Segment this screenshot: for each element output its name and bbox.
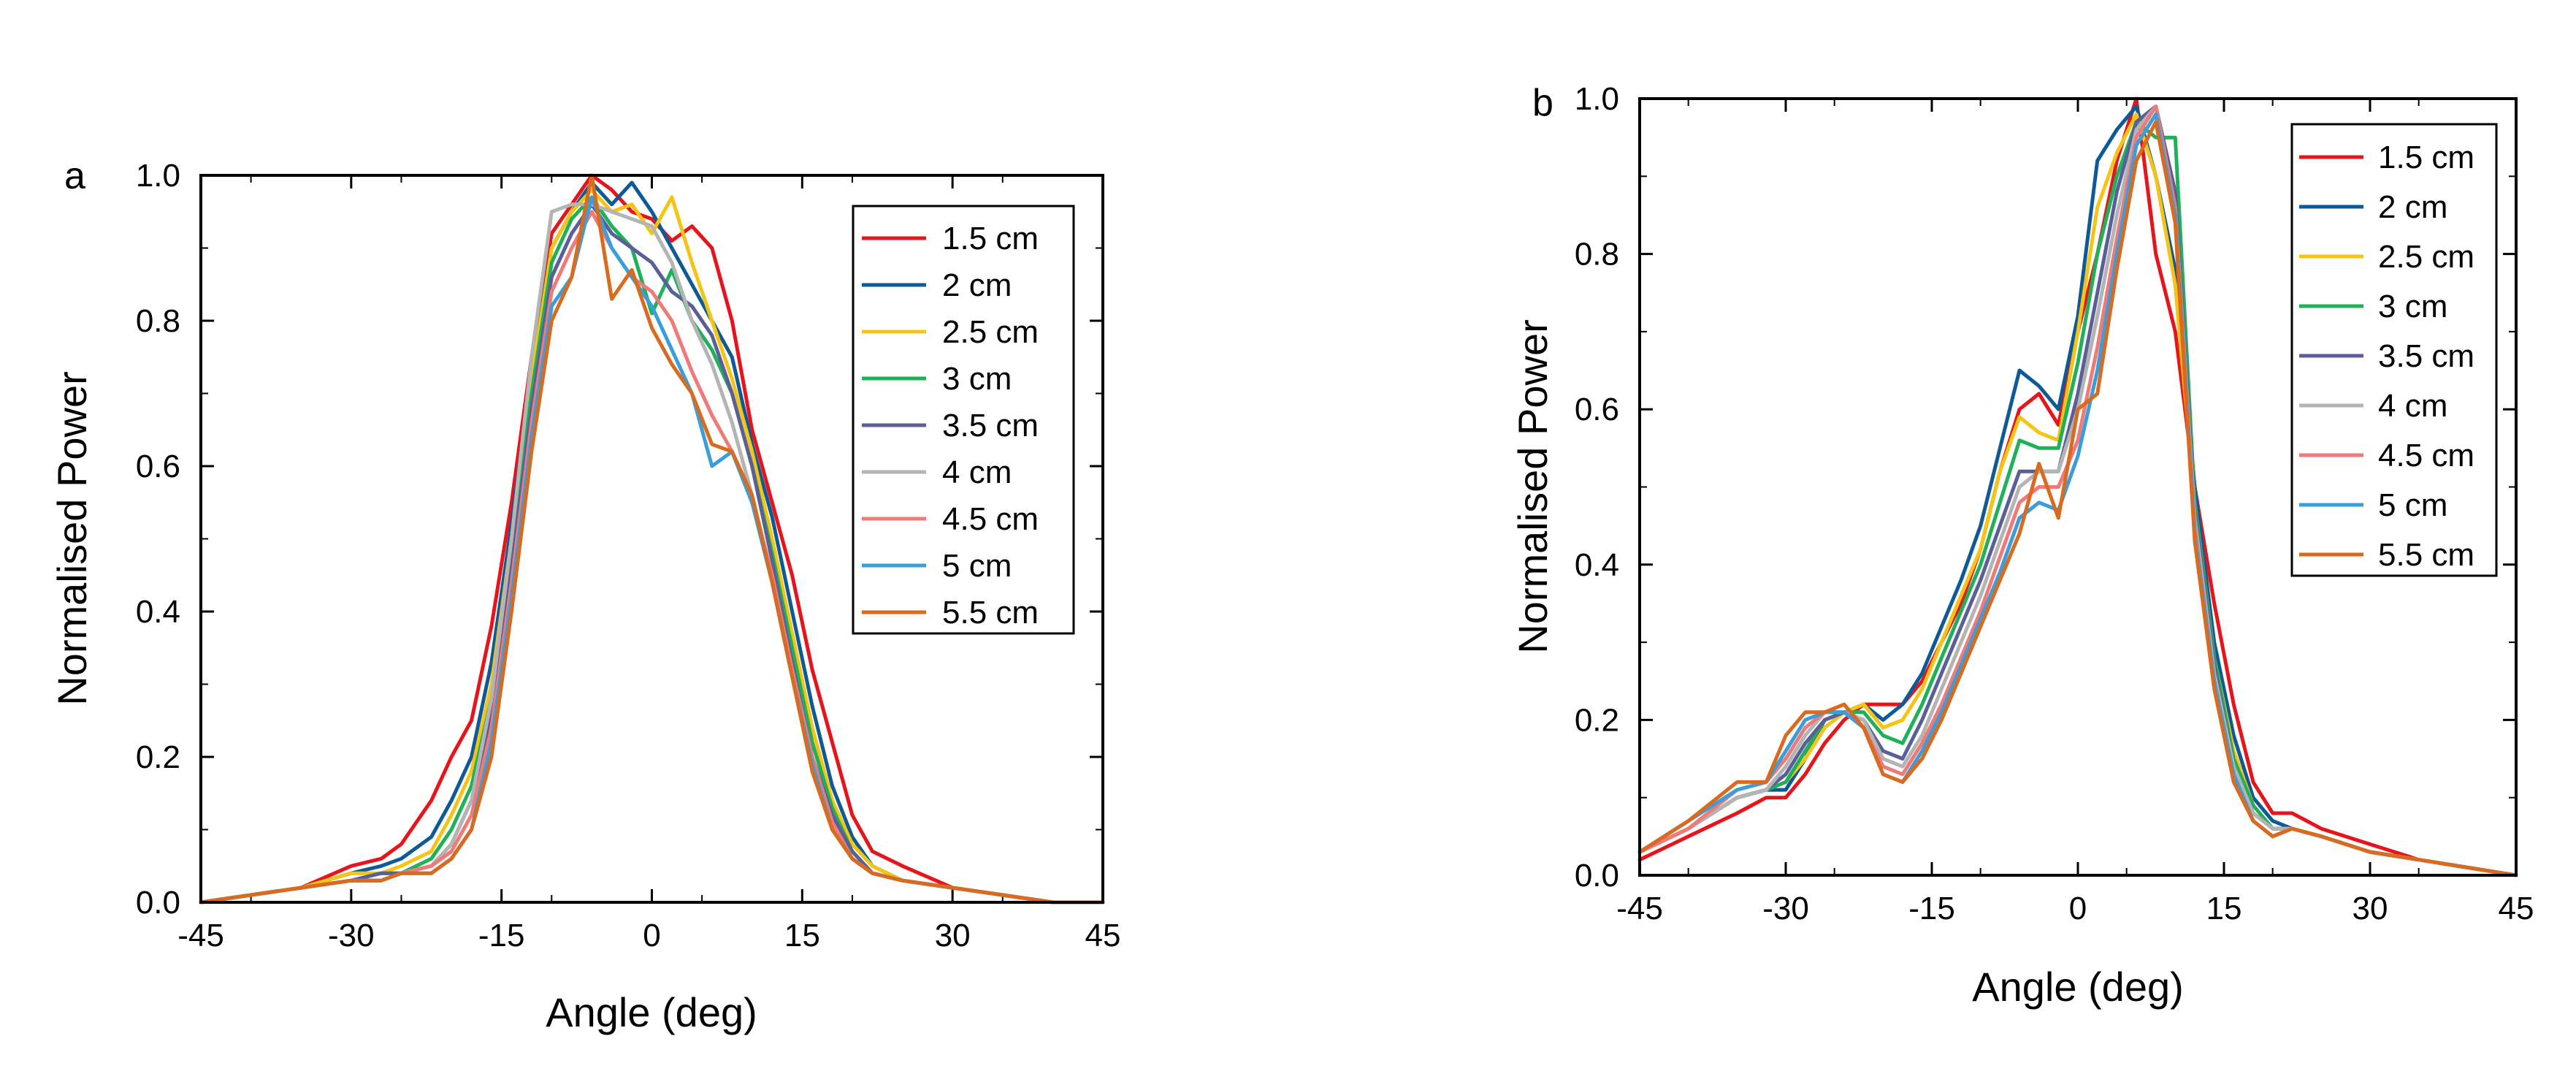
x-axis-title-b: Angle (deg) [1972, 964, 2184, 1010]
legend-label-a-1: 1.5 cm [942, 221, 1039, 256]
y-tick-label-a-1: 0.2 [136, 739, 180, 775]
legend-label-b-8: 5 cm [2378, 487, 2447, 523]
y-axis-title-b: Normalised Power [1510, 319, 1556, 654]
y-tick-label-a-0: 0.0 [136, 885, 180, 921]
legend-label-a-9: 5.5 cm [942, 595, 1039, 631]
legend-label-b-2: 2 cm [2378, 189, 2447, 225]
y-tick-label-b-3: 0.6 [1575, 392, 1619, 427]
series-line-a-9 [199, 173, 1105, 904]
y-axis-title-a: Normalised Power [49, 371, 95, 706]
x-tick-label-a-5: 30 [935, 918, 971, 953]
y-tick-label-a-4: 0.8 [136, 303, 180, 339]
x-tick-label-b-2: -15 [1908, 891, 1955, 926]
legend-label-b-6: 4 cm [2378, 388, 2447, 424]
y-tick-label-b-2: 0.4 [1575, 547, 1619, 583]
y-tick-label-b-0: 0.0 [1575, 858, 1619, 894]
legend-label-b-1: 1.5 cm [2378, 140, 2474, 175]
x-tick-label-a-0: -45 [177, 918, 224, 953]
x-tick-label-b-0: -45 [1616, 891, 1663, 926]
legend-label-a-4: 3 cm [942, 361, 1012, 397]
series-line-a-2 [199, 180, 1105, 904]
x-tick-label-b-6: 45 [2499, 891, 2534, 926]
series-line-a-1 [199, 173, 1105, 904]
x-tick-label-b-5: 30 [2353, 891, 2388, 926]
x-tick-label-b-1: -30 [1762, 891, 1809, 926]
x-tick-label-a-6: 45 [1085, 918, 1121, 953]
legend-label-a-6: 4 cm [942, 454, 1012, 490]
y-tick-label-b-1: 0.2 [1575, 702, 1619, 738]
series-line-a-3 [199, 188, 1105, 904]
x-tick-label-b-4: 15 [2206, 891, 2242, 926]
x-tick-label-a-2: -15 [478, 918, 525, 953]
legend-label-b-4: 3 cm [2378, 289, 2447, 324]
x-tick-label-b-3: 0 [2069, 891, 2087, 926]
series-line-b-1 [1637, 96, 2518, 877]
legend-label-a-5: 3.5 cm [942, 408, 1039, 443]
legend-label-a-2: 2 cm [942, 267, 1012, 303]
legend-frame-b [2290, 123, 2498, 577]
panel-b: b -45 -30 -15 0 15 30 45 0.0 0.2 0.4 0.6 0.8 1.0 An… [1510, 81, 2534, 1010]
legend-frame-a [852, 205, 1075, 635]
x-tick-label-a-4: 15 [784, 918, 820, 953]
plot-frame-a [199, 174, 1104, 904]
legend-label-b-7: 4.5 cm [2378, 438, 2474, 473]
x-tick-label-a-3: 0 [643, 918, 660, 953]
series-line-b-9 [1637, 120, 2518, 877]
panel-a: a -45 -30 -15 0 15 30 45 0.0 0.2 0.4 0.6 0.8 1.0 An… [49, 155, 1120, 1035]
legend-a: 1.5 cm 2 cm 2.5 cm 3 cm 3.5 cm 4 cm 4.5 cm 5 cm… [852, 205, 1075, 635]
x-axis-title-a: Angle (deg) [546, 989, 757, 1035]
y-tick-label-a-2: 0.4 [136, 594, 180, 630]
y-tick-label-b-5: 1.0 [1575, 81, 1619, 117]
plot-frame-b [1638, 97, 2518, 877]
legend-label-a-7: 4.5 cm [942, 501, 1039, 537]
y-tick-label-a-5: 1.0 [136, 158, 180, 194]
panel-a-label: a [64, 155, 85, 197]
x-tick-label-a-1: -30 [328, 918, 375, 953]
legend-label-b-9: 5.5 cm [2378, 537, 2474, 573]
y-tick-label-b-4: 0.8 [1575, 237, 1619, 273]
legend-label-b-3: 2.5 cm [2378, 239, 2474, 275]
legend-label-a-8: 5 cm [942, 548, 1012, 584]
legend-label-b-5: 3.5 cm [2378, 338, 2474, 374]
legend-label-a-3: 2.5 cm [942, 314, 1039, 350]
legend-b: 1.5 cm 2 cm 2.5 cm 3 cm 3.5 cm 4 cm 4.5 cm 5 cm… [2290, 123, 2498, 577]
y-tick-label-a-3: 0.6 [136, 449, 180, 484]
panel-b-label: b [1532, 82, 1553, 124]
